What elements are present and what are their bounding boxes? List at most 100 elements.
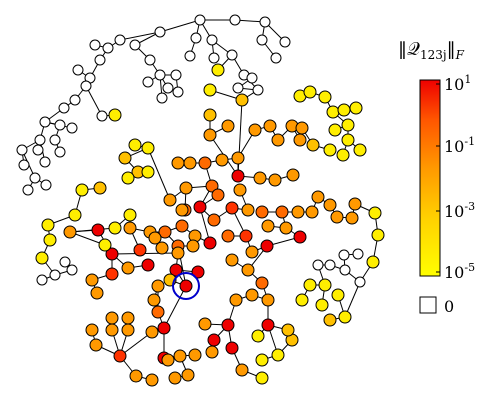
graph-node xyxy=(55,147,65,157)
graph-node xyxy=(324,144,336,156)
graph-node xyxy=(324,314,336,326)
graph-node xyxy=(240,230,252,242)
graph-node xyxy=(122,172,134,184)
graph-node xyxy=(292,206,304,218)
graph-node xyxy=(233,83,243,93)
graph-node xyxy=(372,229,384,241)
graph-node xyxy=(81,81,91,91)
graph-node xyxy=(236,364,248,376)
graph-node xyxy=(216,154,228,166)
graph-node xyxy=(50,135,60,145)
graph-node xyxy=(342,134,354,146)
graph-node xyxy=(222,120,234,132)
graph-node xyxy=(95,55,105,65)
graph-node xyxy=(316,299,328,311)
graph-node xyxy=(164,194,176,206)
graph-node xyxy=(208,334,220,346)
graph-node xyxy=(99,239,111,251)
graph-node xyxy=(180,280,192,292)
graph-node xyxy=(157,93,167,103)
graph-node xyxy=(146,326,158,338)
graph-node xyxy=(155,70,165,80)
graph-node xyxy=(109,222,121,234)
graph-node xyxy=(256,206,268,218)
graph-node xyxy=(256,277,268,289)
graph-node xyxy=(122,262,134,274)
graph-node xyxy=(332,289,344,301)
graph-node xyxy=(182,369,194,381)
graph-node xyxy=(339,250,349,260)
graph-node xyxy=(19,160,29,170)
graph-node xyxy=(327,106,339,118)
graph-node xyxy=(236,94,248,106)
graph-node xyxy=(304,86,316,98)
graph-node xyxy=(296,122,308,134)
graph-node xyxy=(204,129,216,141)
graph-node xyxy=(55,120,65,130)
graph-node xyxy=(264,120,276,132)
graph-node xyxy=(106,324,118,336)
colorbar-tick-label: 101 xyxy=(444,73,471,94)
graph-node xyxy=(306,206,318,218)
graph-node xyxy=(42,219,54,231)
graph-node xyxy=(287,169,299,181)
graph-node xyxy=(342,119,354,131)
graph-node xyxy=(176,204,188,216)
graph-node xyxy=(296,294,308,306)
graph-node xyxy=(232,170,244,182)
graph-node xyxy=(130,370,142,382)
graph-node xyxy=(146,374,158,386)
graph-node xyxy=(212,189,224,201)
graph-node xyxy=(67,265,77,275)
graph-node xyxy=(222,319,234,331)
graph-node xyxy=(115,35,125,45)
graph-node xyxy=(206,346,218,358)
graph-node xyxy=(90,339,102,351)
graph-node xyxy=(319,279,331,291)
graph-node xyxy=(86,324,98,336)
graph-node xyxy=(76,184,88,196)
colorbar-title: ‖𝒬123j‖F xyxy=(398,39,465,62)
graph-node xyxy=(208,214,220,226)
graph-node xyxy=(184,157,196,169)
graph-node xyxy=(226,254,238,266)
graph-node xyxy=(262,319,274,331)
graph-node xyxy=(40,117,50,127)
graph-node xyxy=(73,65,83,75)
graph-node xyxy=(261,240,273,252)
graph-node xyxy=(313,260,323,270)
graph-edge xyxy=(238,100,242,176)
graph-node xyxy=(30,173,40,183)
graph-node xyxy=(187,240,199,252)
graph-node xyxy=(124,209,136,221)
graph-node xyxy=(195,15,205,25)
graph-node xyxy=(59,103,69,113)
graph-node xyxy=(276,206,288,218)
graph-node xyxy=(280,37,290,47)
graph-node xyxy=(337,149,349,161)
graph-node xyxy=(369,207,381,219)
graph-node xyxy=(149,232,161,244)
graph-node xyxy=(204,237,216,249)
graph-node xyxy=(176,220,188,232)
graph-node xyxy=(257,35,267,45)
graph-node xyxy=(23,185,33,195)
graph-node xyxy=(173,87,183,97)
graph-node xyxy=(64,226,76,238)
graph-node xyxy=(199,157,211,169)
graph-node xyxy=(280,222,292,234)
graph-node xyxy=(226,342,238,354)
graph-node xyxy=(92,224,104,236)
zero-label: 0 xyxy=(444,297,454,316)
graph-node xyxy=(119,152,131,164)
graph-node xyxy=(142,142,154,154)
graph-node xyxy=(36,252,48,264)
graph-node xyxy=(191,33,201,43)
graph-node xyxy=(249,124,261,136)
graph-node xyxy=(70,95,80,105)
graph-node xyxy=(294,134,306,146)
graph-edge xyxy=(120,32,160,40)
graph-node xyxy=(103,43,113,53)
graph-node xyxy=(247,73,257,83)
